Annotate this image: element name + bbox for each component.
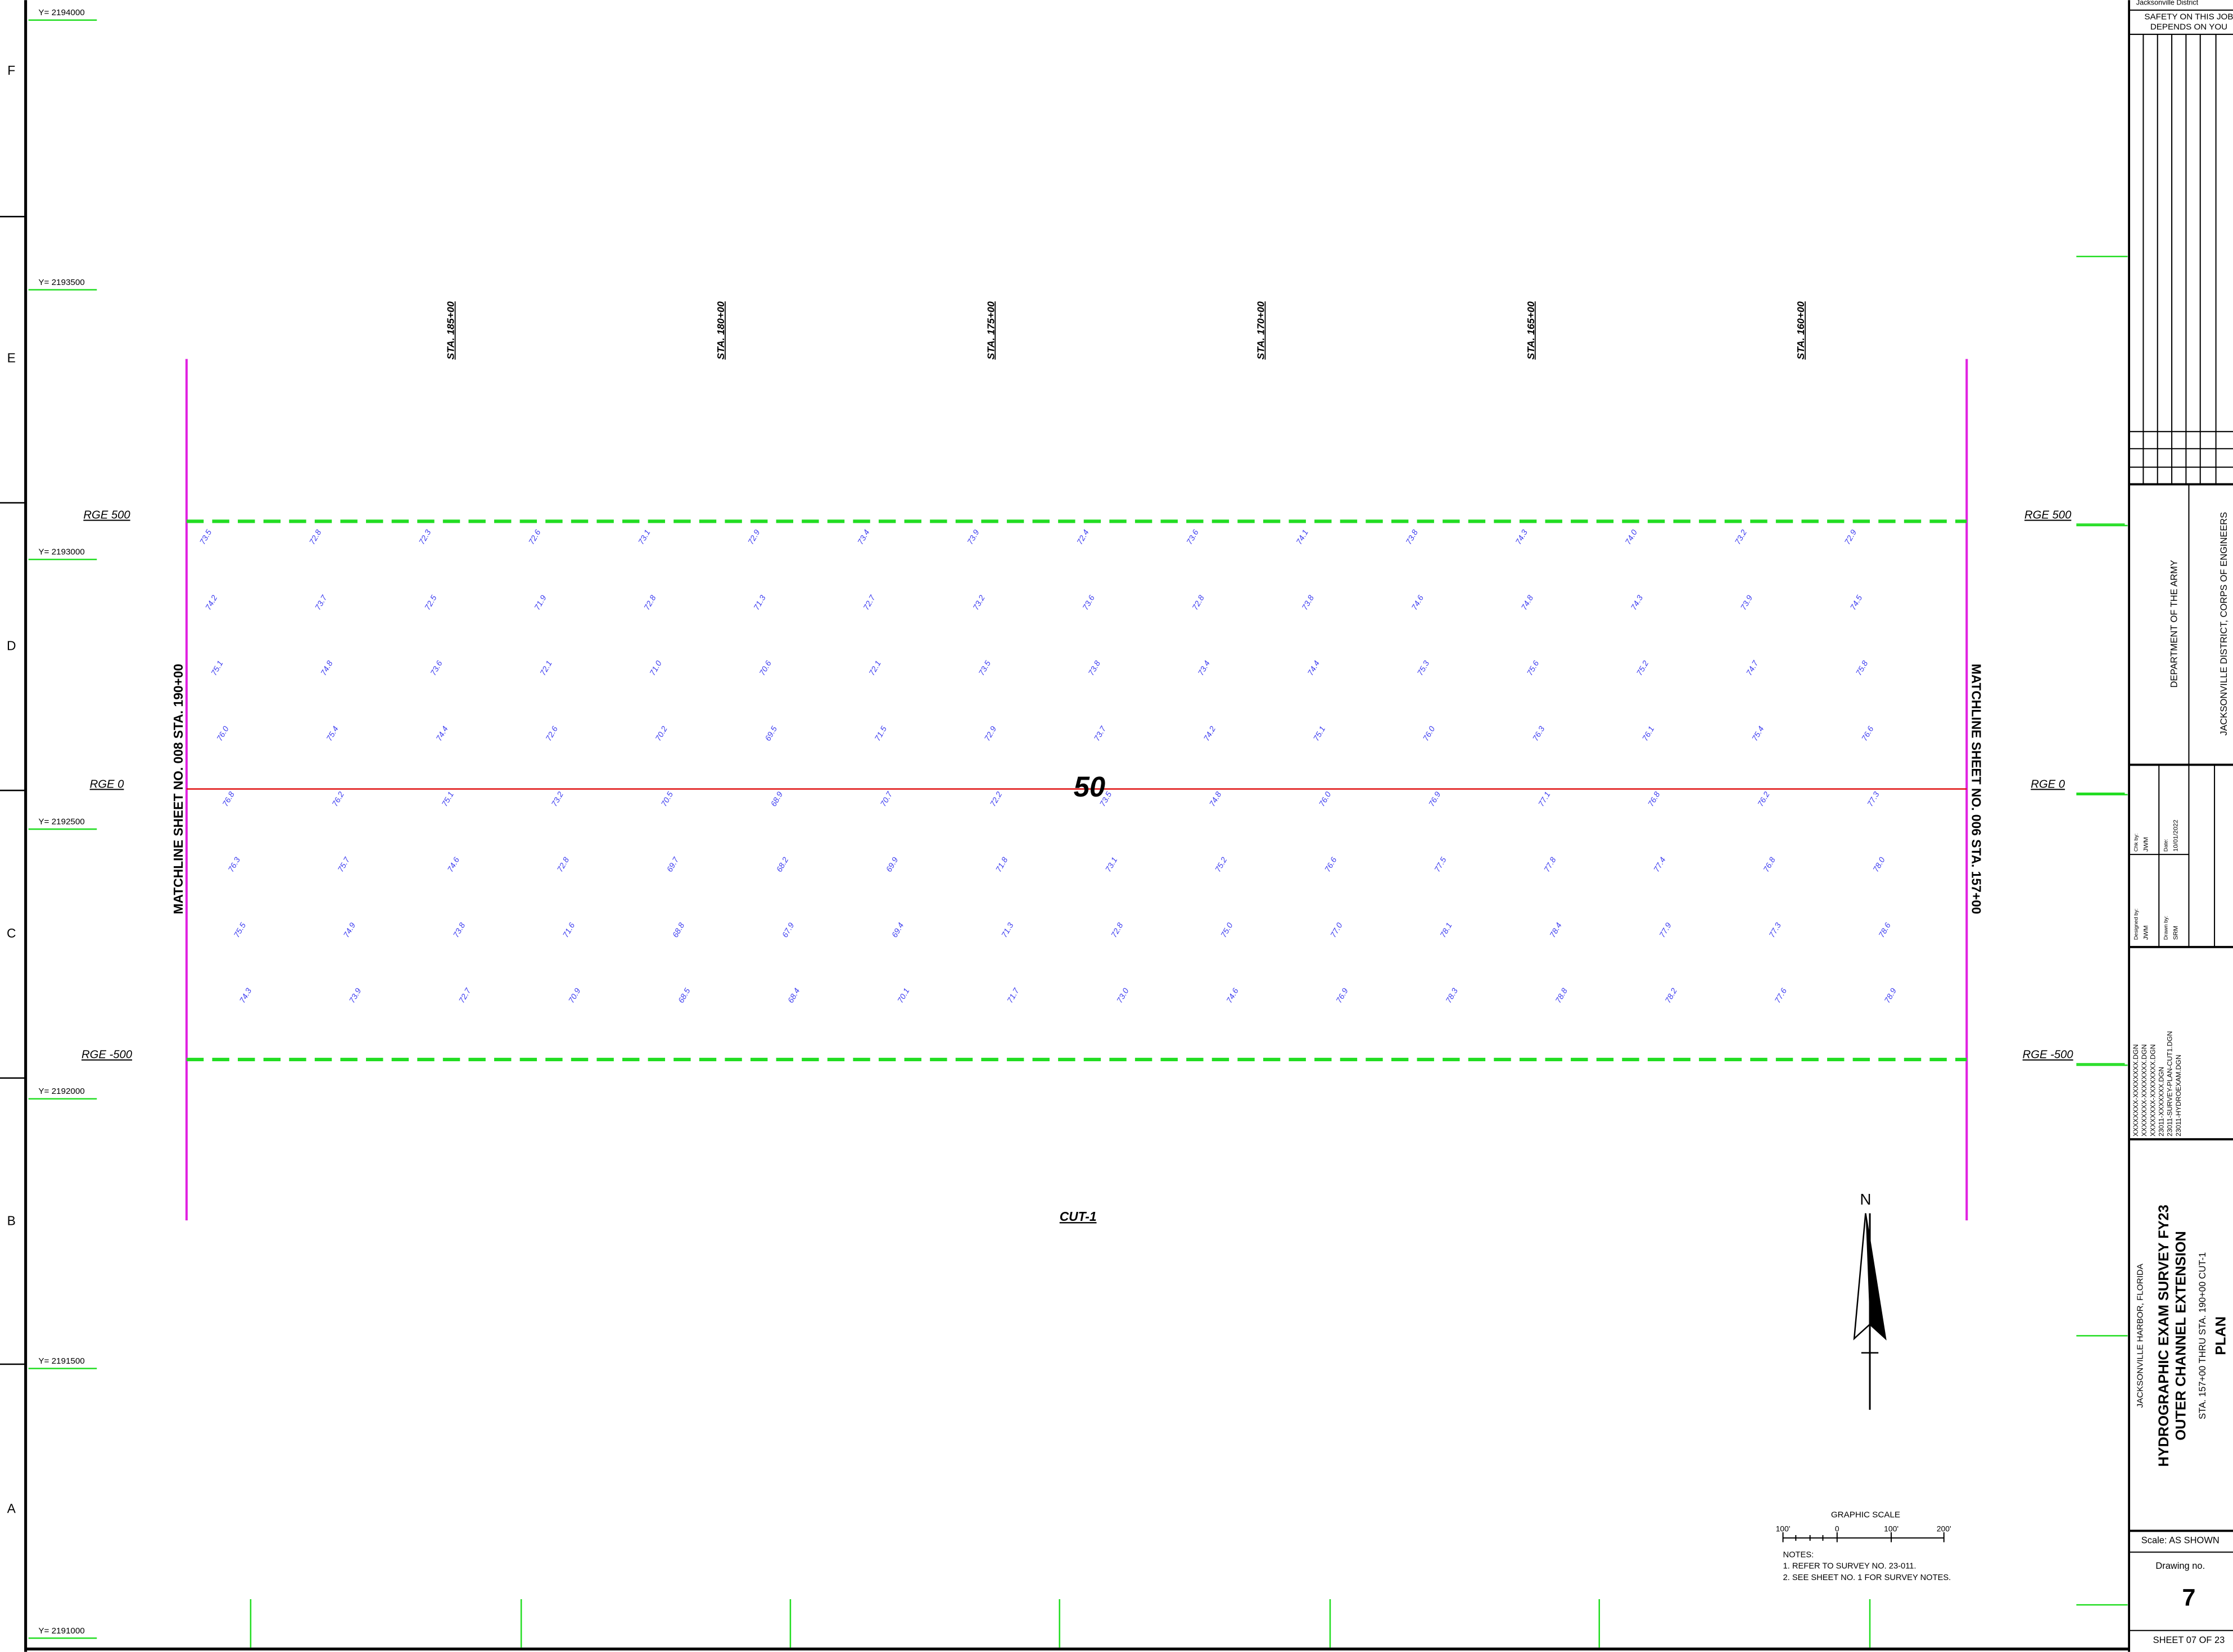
range-label-right: RGE -500 — [2023, 1049, 2074, 1061]
y-coordinate-label: Y= 2192500 — [38, 817, 84, 826]
notes-heading: NOTES: — [1783, 1550, 1814, 1559]
matchline-label: MATCHLINE SHEET NO. 008 STA. 190+00 — [171, 664, 186, 914]
note-item: 2. SEE SHEET NO. 1 FOR SURVEY NOTES. — [1783, 1573, 1951, 1582]
row-letter: E — [7, 351, 16, 365]
title-line: STA. 157+00 THRU STA. 190+00 CUT-1 — [2198, 1252, 2208, 1419]
file-reference: 23011-HYDROEXAM.DGN — [2175, 1054, 2182, 1137]
range-label-left: RGE 500 — [83, 509, 130, 522]
graphic-scale-tick: 200' — [1937, 1524, 1951, 1533]
y-coordinate-label: Y= 2194000 — [38, 8, 84, 17]
y-coordinate-label: Y= 2193500 — [38, 278, 84, 287]
graphic-scale-tick: 0 — [1835, 1524, 1839, 1533]
file-reference: XXXXXXXX-XXXXXXXX.DGN — [2149, 1044, 2157, 1137]
person-label: Date: — [2163, 839, 2169, 852]
row-letter: F — [7, 63, 15, 78]
file-reference: 23011-SURVEY-PLAN-CUT1.DGN — [2166, 1031, 2174, 1136]
row-letter: A — [7, 1501, 16, 1515]
row-letter: B — [7, 1214, 16, 1228]
graphic-scale-bar — [1782, 1532, 1945, 1542]
person-value: JWM — [2142, 837, 2149, 852]
station-label: STA. 160+00 — [1795, 301, 1806, 360]
agency: DEPARTMENT OF THE ARMY — [2169, 560, 2179, 687]
safety-text: SAFETY ON THIS JOB — [2144, 12, 2233, 22]
row-letter: D — [7, 638, 16, 653]
range-label-left: RGE 0 — [90, 778, 125, 790]
title-line: HYDROGRAPHIC EXAM SURVEY FY23 — [2156, 1205, 2172, 1467]
center-label: 50 — [1074, 771, 1105, 803]
agency: JACKSONVILLE DISTRICT, CORPS OF ENGINEER… — [2219, 512, 2229, 736]
y-coordinate-label: Y= 2191500 — [38, 1356, 84, 1366]
station-label: STA. 185+00 — [445, 301, 456, 360]
title-line: JACKSONVILLE HARBOR, FLORIDA — [2135, 1263, 2145, 1407]
graphic-scale-tick: 100' — [1776, 1524, 1791, 1533]
row-letter: C — [7, 926, 16, 940]
range-label-right: RGE 500 — [2024, 509, 2072, 522]
person-value: JWM — [2142, 925, 2149, 940]
north-arrow — [1853, 1213, 1887, 1410]
safety-text: DEPENDS ON YOU — [2150, 22, 2227, 31]
person-value: 10/01/2022 — [2173, 820, 2180, 852]
person-label: Drawn by: — [2163, 916, 2169, 940]
sheet-number: SHEET 07 OF 23 — [2153, 1635, 2225, 1645]
person-value: SRM — [2173, 926, 2180, 940]
person-label: Chk by: — [2133, 834, 2139, 852]
title-line: OUTER CHANNEL EXTENSION — [2173, 1231, 2189, 1440]
matchline-label: MATCHLINE SHEET NO. 006 STA. 157+00 — [1969, 664, 1983, 914]
station-label: STA. 165+00 — [1525, 301, 1536, 360]
y-coordinate-label: Y= 2192000 — [38, 1087, 84, 1096]
title-line: PLAN — [2213, 1316, 2229, 1355]
graphic-scale-title: GRAPHIC SCALE — [1831, 1510, 1900, 1520]
station-label: STA. 180+00 — [715, 301, 726, 360]
cut-label: CUT-1 — [1060, 1209, 1097, 1224]
drawing-number: 7 — [2182, 1584, 2195, 1611]
graphic-scale-tick: 100' — [1884, 1524, 1898, 1533]
file-reference: XXXXXXXX-XXXXXXXX.DGN — [2140, 1044, 2148, 1137]
station-label: STA. 175+00 — [985, 301, 996, 360]
file-reference: XXXXXXXX-XXXXXXXX.DGN — [2132, 1044, 2140, 1137]
y-coordinate-label: Y= 2191000 — [38, 1626, 84, 1636]
file-reference: 23011-XXXXXXX.DGN — [2158, 1067, 2166, 1137]
person-label: Designed by: — [2133, 908, 2139, 940]
district: Jacksonville District — [2136, 0, 2199, 7]
y-coordinate-label: Y= 2193000 — [38, 547, 84, 557]
drawing-label: Drawing no. — [2155, 1561, 2205, 1571]
scale-note: Scale: AS SHOWN — [2141, 1535, 2220, 1545]
note-item: 1. REFER TO SURVEY NO. 23-011. — [1783, 1562, 1916, 1571]
range-label-right: RGE 0 — [2031, 778, 2065, 790]
title-block-lines — [2129, 9, 2233, 1631]
range-label-left: RGE -500 — [82, 1049, 133, 1061]
station-label: STA. 170+00 — [1255, 301, 1267, 360]
north-label: N — [1860, 1191, 1871, 1208]
